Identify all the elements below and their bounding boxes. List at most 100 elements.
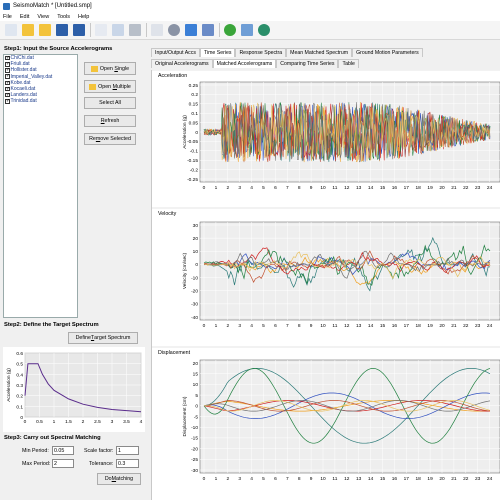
y-tick-label: 0.15 bbox=[189, 102, 199, 108]
file-checkbox[interactable] bbox=[5, 67, 10, 73]
copy-button[interactable] bbox=[93, 23, 108, 38]
file-checkbox[interactable] bbox=[5, 86, 10, 91]
save-button[interactable] bbox=[54, 23, 69, 38]
select-all-button[interactable]: Select All bbox=[84, 97, 136, 109]
x-tick-label: 10 bbox=[320, 476, 326, 482]
x-tick-label: 6 bbox=[274, 323, 277, 329]
folder-icon bbox=[90, 65, 98, 72]
target-spectrum-plot: 0.6 0.5 0.4 0.3 0.2 0.1 0 0 0.5 1 1.5 2 2.5 3 3.5 4 Acce… bbox=[3, 347, 145, 432]
file-checkbox[interactable] bbox=[5, 80, 10, 85]
x-tick-label: 18 bbox=[416, 323, 422, 329]
file-checkbox[interactable] bbox=[5, 55, 10, 61]
tab-input-output-accs[interactable]: Input/Output Accs bbox=[151, 48, 200, 57]
y-tick-label: 0.3 bbox=[16, 383, 23, 389]
time-series-charts: Acceleration 0.25 0.2 0.15 0.1 0.05 0 -0.05 -0.1… bbox=[151, 69, 500, 500]
series-line bbox=[203, 102, 491, 162]
list-item[interactable]: Landers.dat bbox=[4, 92, 77, 98]
save-as-button[interactable] bbox=[71, 23, 86, 38]
file-checkbox[interactable] bbox=[5, 74, 10, 79]
list-item[interactable]: ChiChi.dat bbox=[4, 55, 77, 61]
open-single-button[interactable]: Open Single bbox=[84, 62, 136, 75]
open-folder-alt-button[interactable] bbox=[37, 23, 52, 38]
tab-mean-matched-spectrum[interactable]: Mean Matched Spectrum bbox=[286, 48, 353, 57]
min-period-input[interactable]: 0.05 bbox=[52, 446, 74, 455]
x-tick-label: 1.5 bbox=[65, 419, 72, 425]
menu-file[interactable]: File bbox=[3, 13, 12, 20]
settings-gear-icon bbox=[167, 24, 180, 36]
tab-original-accelerograms[interactable]: Original Accelerograms bbox=[151, 59, 213, 68]
app-logo-icon bbox=[3, 2, 10, 10]
document-settings-button[interactable] bbox=[149, 23, 164, 38]
menu-help[interactable]: Help bbox=[78, 13, 90, 20]
x-tick-label: 19 bbox=[427, 323, 433, 329]
step3-title: Step3: Carry out Spectral Matching bbox=[4, 435, 101, 441]
x-tick-label: 2 bbox=[82, 419, 85, 425]
tab-table[interactable]: Table bbox=[338, 59, 359, 68]
x-tick-label: 14 bbox=[368, 323, 374, 329]
x-tick-label: 19 bbox=[427, 185, 433, 191]
print-button[interactable] bbox=[127, 23, 142, 38]
file-name: Friuli.dat bbox=[10, 61, 30, 68]
list-item[interactable]: Kocaeli.dat bbox=[4, 86, 77, 92]
remove-selected-button[interactable]: Re m ove Selected bbox=[84, 133, 136, 145]
max-period-input[interactable]: 2 bbox=[52, 459, 74, 468]
open-multiple-button[interactable]: Open Multiple bbox=[84, 80, 136, 93]
tools-button[interactable] bbox=[239, 23, 254, 38]
print-icon bbox=[128, 24, 141, 36]
scale-factor-input[interactable]: 1 bbox=[116, 446, 139, 455]
file-name: Landers.dat bbox=[10, 92, 37, 99]
settings-gear-button[interactable] bbox=[166, 23, 181, 38]
x-tick-label: 0 bbox=[203, 185, 206, 191]
y-tick-label: -0.15 bbox=[187, 158, 198, 164]
y-tick-label: 0.6 bbox=[16, 351, 23, 357]
sub-tab-bar: Original Accelerograms Matched Accelerog… bbox=[151, 59, 359, 68]
list-item[interactable]: Kobe.dat bbox=[4, 80, 77, 86]
series-line bbox=[203, 250, 491, 283]
tab-ground-motion-parameters[interactable]: Ground Motion Parameters bbox=[352, 48, 423, 57]
import-button[interactable] bbox=[200, 23, 215, 38]
menu-view[interactable]: View bbox=[37, 13, 50, 20]
series-line bbox=[203, 400, 491, 412]
tab-time-series[interactable]: Time Series bbox=[199, 48, 236, 57]
colors-button[interactable] bbox=[183, 23, 198, 38]
website-globe-button[interactable] bbox=[256, 23, 271, 38]
y-axis-label: Acceleration (g) bbox=[6, 368, 12, 402]
tab-response-spectra[interactable]: Response Spectra bbox=[235, 48, 287, 57]
x-tick-label: 12 bbox=[344, 185, 350, 191]
file-checkbox[interactable] bbox=[5, 98, 10, 104]
x-tick-label: 21 bbox=[451, 476, 457, 482]
x-tick-label: 2 bbox=[226, 476, 229, 482]
open-folder-button[interactable] bbox=[20, 23, 35, 38]
menu-edit[interactable]: Edit bbox=[19, 13, 30, 20]
min-period-label: Min Period: bbox=[22, 448, 49, 454]
y-tick-label: 0 bbox=[195, 262, 198, 268]
tab-matched-accelerograms[interactable]: Matched Accelerograms bbox=[212, 59, 277, 68]
tab-comparing-time-series[interactable]: Comparing Time Series bbox=[276, 59, 339, 68]
open-folder-alt-icon bbox=[38, 24, 51, 36]
target-spectrum-line bbox=[24, 363, 142, 413]
list-item[interactable]: Friuli.dat bbox=[4, 61, 77, 67]
export-button[interactable] bbox=[110, 23, 125, 38]
y-tick-label: -0.2 bbox=[190, 167, 199, 173]
x-tick-label: 23 bbox=[475, 323, 481, 329]
x-tick-label: 24 bbox=[487, 323, 493, 329]
list-item[interactable]: Trinidad.dat bbox=[4, 98, 77, 104]
source-file-list[interactable]: ChiChi.datFriuli.datHollister.datImperia… bbox=[3, 54, 78, 318]
export-icon bbox=[111, 24, 124, 36]
x-tick-label: 8 bbox=[298, 323, 301, 329]
file-checkbox[interactable] bbox=[5, 61, 10, 67]
help-button[interactable] bbox=[222, 23, 237, 38]
list-item[interactable]: Hollister.dat bbox=[4, 67, 77, 73]
x-tick-label: 7 bbox=[286, 476, 289, 482]
tolerance-input[interactable]: 0.3 bbox=[116, 459, 139, 468]
x-tick-label: 3 bbox=[238, 476, 241, 482]
x-tick-label: 17 bbox=[404, 185, 410, 191]
file-checkbox[interactable] bbox=[5, 92, 10, 97]
menu-tools[interactable]: Tools bbox=[57, 13, 71, 20]
list-item[interactable]: Imperial_Valley.dat bbox=[4, 74, 77, 80]
copy-icon bbox=[94, 24, 107, 36]
new-button[interactable] bbox=[3, 23, 18, 38]
